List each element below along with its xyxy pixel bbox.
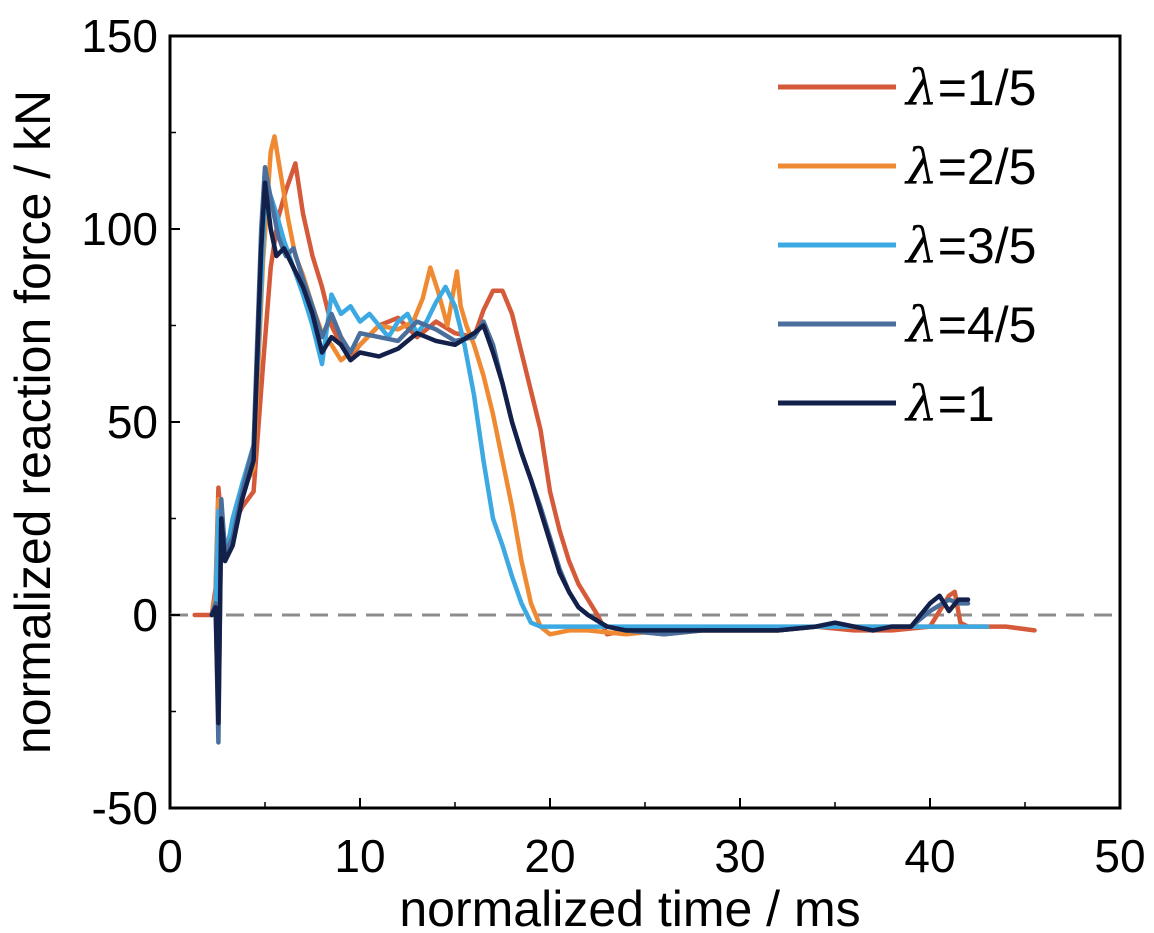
series-line-2 bbox=[209, 134, 990, 637]
y-tick-label: -50 bbox=[92, 782, 158, 834]
series-lines bbox=[192, 134, 1037, 745]
legend-label: λ=1 bbox=[904, 375, 995, 433]
legend-label: λ=1/5 bbox=[904, 59, 1036, 117]
legend-label: λ=2/5 bbox=[904, 138, 1036, 196]
legend-label: λ=4/5 bbox=[904, 296, 1036, 354]
legend: λ=1/5 λ=2/5 λ=3/5 λ=4/5 λ=1 bbox=[778, 59, 1036, 433]
series-line-3 bbox=[209, 188, 990, 629]
x-tick-label: 0 bbox=[157, 830, 183, 882]
x-axis-title: normalized time / ms bbox=[399, 881, 860, 933]
y-tick-label: 0 bbox=[132, 589, 158, 641]
axis-ticks bbox=[169, 35, 1121, 809]
y-axis-title: normalized reaction force / kN bbox=[5, 90, 61, 754]
x-tick-label: 40 bbox=[904, 830, 955, 882]
x-tick-label: 30 bbox=[714, 830, 765, 882]
y-tick-label: 100 bbox=[81, 203, 158, 255]
x-tick-label: 20 bbox=[524, 830, 575, 882]
y-tick-label: 150 bbox=[81, 10, 158, 62]
series-line-5 bbox=[209, 180, 971, 726]
x-tick-label: 50 bbox=[1094, 830, 1145, 882]
x-tick-label: 10 bbox=[334, 830, 385, 882]
y-tick-label: 50 bbox=[107, 396, 158, 448]
legend-label: λ=3/5 bbox=[904, 217, 1036, 275]
series-line-4 bbox=[209, 164, 971, 745]
series-line-1 bbox=[192, 161, 1037, 637]
